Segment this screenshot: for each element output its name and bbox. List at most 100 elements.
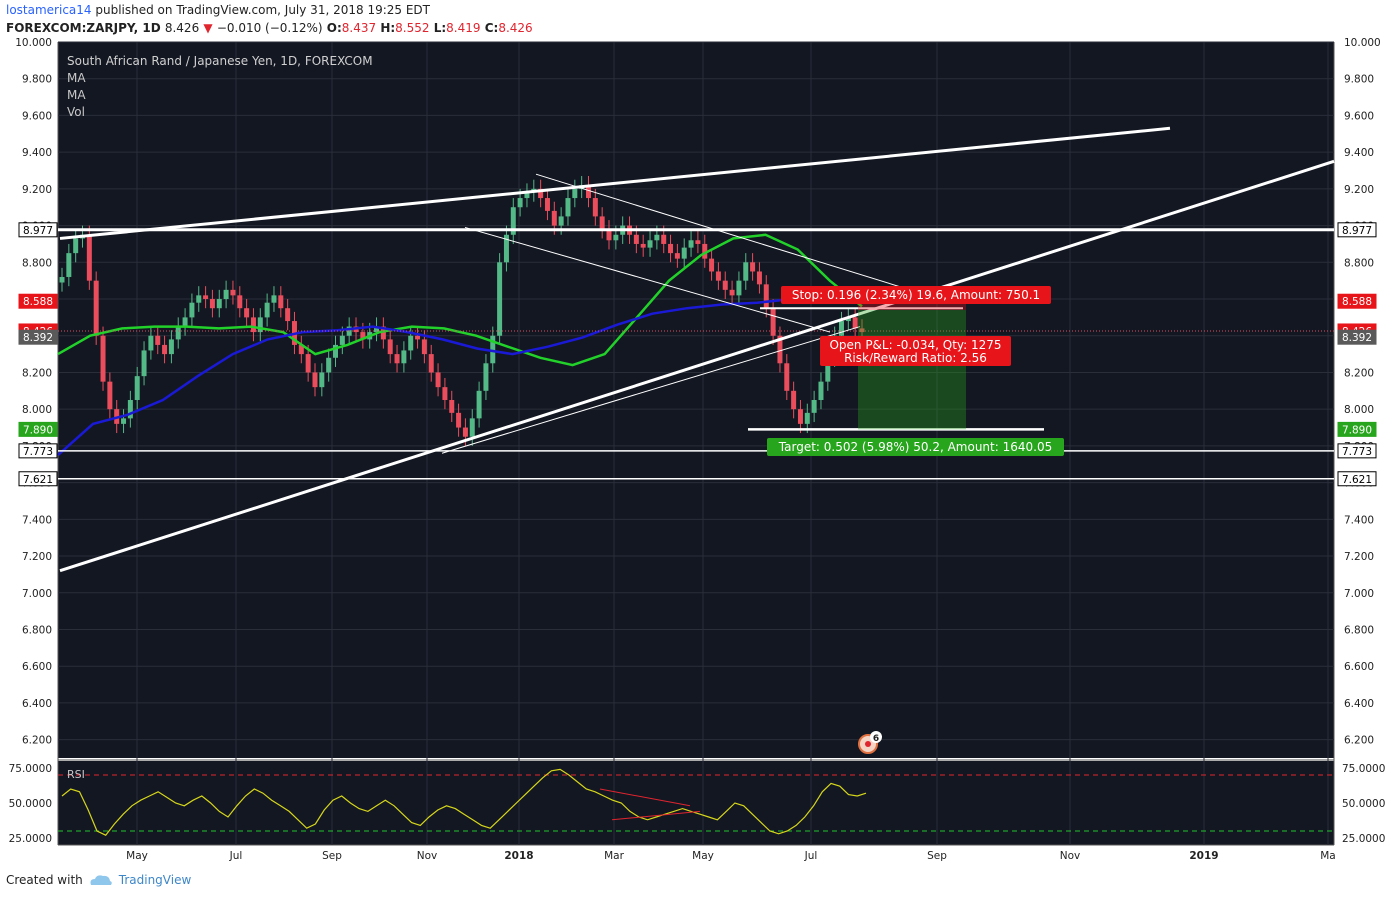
candle-body xyxy=(415,335,421,340)
last-price: 8.426 xyxy=(164,21,200,35)
candle-body xyxy=(770,308,776,336)
legend-ma1[interactable]: MA xyxy=(67,71,86,85)
candle-body xyxy=(189,302,195,318)
candle-body xyxy=(155,335,161,345)
y-tick-left: 6.200 xyxy=(22,735,52,747)
tradingview-link[interactable]: TradingView xyxy=(118,873,192,887)
open-label: O: xyxy=(326,21,342,35)
price-tag-text: 7.773 xyxy=(1342,446,1372,458)
candle-body xyxy=(107,381,113,410)
price-tag-right xyxy=(1337,293,1377,309)
candle-body xyxy=(558,216,564,226)
x-tick-label: 2019 xyxy=(1189,850,1218,862)
x-tick-label: May xyxy=(692,850,714,862)
y-tick-left: 7.000 xyxy=(22,588,52,600)
candle-body xyxy=(715,271,721,281)
x-tick-label: Ma xyxy=(1320,850,1336,862)
price-tag-text: 7.773 xyxy=(23,446,53,458)
price-tag-text: 7.621 xyxy=(23,474,53,486)
candle-body xyxy=(223,289,229,300)
candle-body xyxy=(661,234,667,244)
candle-body xyxy=(729,289,735,296)
symbol-label: FOREXCOM:ZARJPY xyxy=(6,21,134,35)
candle-body xyxy=(503,234,509,263)
x-tick-label: 2018 xyxy=(504,850,533,862)
tradingview-cloud-icon xyxy=(90,875,112,885)
candle-body xyxy=(585,185,591,199)
candle-body xyxy=(168,339,174,355)
candle-body xyxy=(148,335,154,351)
candle-body xyxy=(674,253,680,259)
publish-text: published on TradingView.com, July 31, 2… xyxy=(95,3,430,17)
target-text: Target: 0.502 (5.98%) 50.2, Amount: 1640… xyxy=(778,440,1052,454)
candle-body xyxy=(449,400,455,413)
candle-body xyxy=(647,240,653,248)
candle-body xyxy=(654,234,660,241)
price-change: −0.010 (−0.12%) xyxy=(216,21,323,35)
candle-body xyxy=(73,238,79,254)
stop-label: Stop: 0.196 (2.34%) 19.6, Amount: 750.1 xyxy=(781,286,1051,304)
candle-body xyxy=(811,400,817,413)
chart-legend: South African Rand / Japanese Yen, 1D, F… xyxy=(67,53,373,121)
candle-body xyxy=(483,363,489,391)
candle-body xyxy=(93,280,99,336)
candle-body xyxy=(825,357,831,382)
channel-top-line xyxy=(535,173,911,291)
target-zone xyxy=(858,310,966,430)
candle-body xyxy=(230,289,236,296)
candle-body xyxy=(209,299,215,309)
candle-body xyxy=(333,344,339,358)
candle-body xyxy=(565,198,571,217)
candle-body xyxy=(59,276,65,283)
candle-body xyxy=(497,262,503,336)
candle-body xyxy=(162,344,168,355)
price-tag-right xyxy=(1337,443,1377,459)
y-tick-right: 8.000 xyxy=(1344,404,1374,416)
price-tag-text: 7.621 xyxy=(1342,474,1372,486)
candle-body xyxy=(838,321,844,336)
y-tick-left: 9.800 xyxy=(22,74,52,86)
candle-body xyxy=(476,390,482,419)
candle-body xyxy=(763,284,769,309)
author-link[interactable]: lostamerica14 xyxy=(6,3,92,17)
x-tick-label: Jul xyxy=(804,850,818,862)
stop-text: Stop: 0.196 (2.34%) 19.6, Amount: 750.1 xyxy=(792,288,1040,302)
candle-body xyxy=(86,234,92,281)
legend-vol[interactable]: Vol xyxy=(67,105,85,119)
x-tick-label: Sep xyxy=(927,850,947,862)
x-tick-label: Nov xyxy=(417,850,438,862)
inner-trendline xyxy=(441,326,861,454)
ohlc-bar: FOREXCOM:ZARJPY, 1D 8.426 ▼ −0.010 (−0.1… xyxy=(6,21,533,35)
candle-body xyxy=(524,192,530,199)
candle-body xyxy=(285,308,291,322)
candle-body xyxy=(743,262,749,281)
candle-body xyxy=(456,412,462,428)
candle-body xyxy=(339,335,345,345)
price-tag-right xyxy=(1337,222,1377,238)
candle-body xyxy=(401,350,407,364)
x-tick-label: Nov xyxy=(1060,850,1081,862)
open-value: 8.437 xyxy=(341,21,377,35)
legend-ma2[interactable]: MA xyxy=(67,88,86,102)
candle-body xyxy=(818,381,824,400)
ideas-marker-dot xyxy=(865,741,871,747)
y-tick-left: 8.200 xyxy=(22,367,52,379)
candle-body xyxy=(66,253,72,277)
stop-zone xyxy=(858,301,966,311)
y-tick-left: 6.600 xyxy=(22,661,52,673)
candle-body xyxy=(175,326,181,340)
y-tick-left: 10.000 xyxy=(15,37,52,49)
candle-body xyxy=(326,357,332,373)
candle-body xyxy=(203,295,209,300)
upper-trendline xyxy=(59,126,1171,240)
candle-body xyxy=(804,412,810,424)
candle-body xyxy=(374,326,380,333)
pnl-text: Open P&L: -0.034, Qty: 1275 xyxy=(829,338,1001,352)
x-tick-label: Sep xyxy=(322,850,342,862)
candle-body xyxy=(572,188,578,199)
candle-body xyxy=(421,339,427,355)
publish-info: lostamerica14 published on TradingView.c… xyxy=(6,3,430,17)
candle-body xyxy=(640,243,646,248)
